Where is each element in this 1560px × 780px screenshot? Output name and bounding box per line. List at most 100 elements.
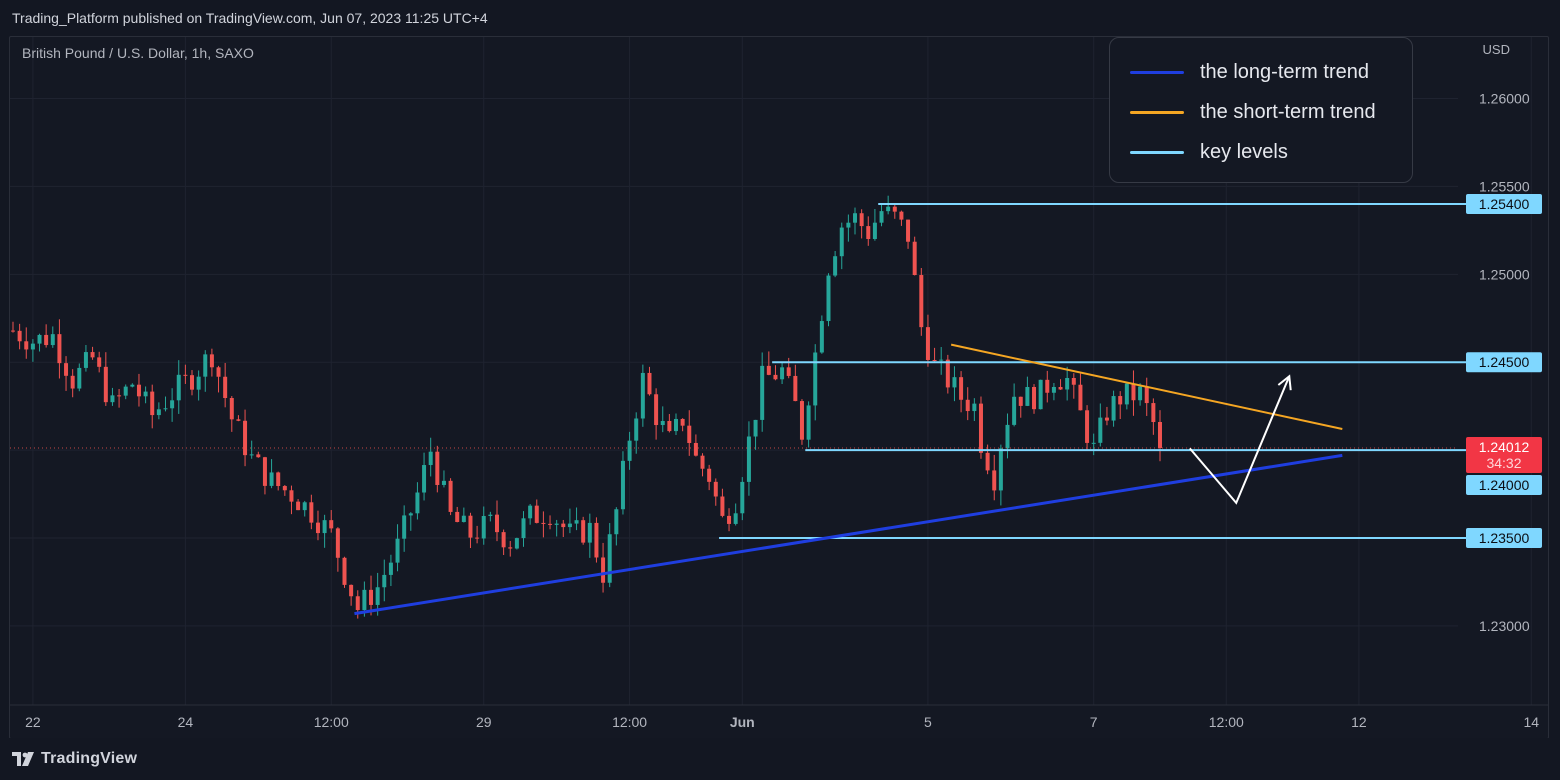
price-tick-label: 1.26000 [1479, 91, 1530, 107]
short-term-trend-line [950, 343, 1343, 430]
candle-body [846, 222, 851, 228]
candle-body [395, 538, 400, 563]
candle-body [561, 523, 566, 528]
candle-body [315, 522, 320, 534]
candle-body [349, 584, 354, 597]
current-price-value: 1.24012 [1479, 439, 1530, 455]
candle-body [468, 515, 473, 538]
time-tick-label: Jun [730, 714, 755, 730]
candle-body [521, 518, 526, 539]
candle-body [939, 359, 944, 361]
candle-body [117, 395, 122, 397]
tradingview-brand: TradingView [41, 750, 138, 767]
candle-body [733, 513, 738, 524]
time-tick-label: 7 [1090, 714, 1098, 730]
candle-body [415, 492, 420, 514]
candle-body [514, 538, 519, 549]
tradingview-logo[interactable]: TradingView [12, 750, 137, 768]
candle-body [229, 398, 234, 420]
candle-body [355, 596, 360, 611]
candle-body [1104, 417, 1109, 421]
candle-body [455, 511, 460, 522]
publish-line: Trading_Platform published on TradingVie… [12, 10, 488, 26]
candle-body [985, 452, 990, 471]
candle-body [481, 515, 486, 539]
candle-body [30, 343, 35, 350]
candle-body [282, 486, 287, 491]
candle-body [236, 419, 241, 421]
candle-body [766, 365, 771, 375]
time-tick-label: 5 [924, 714, 932, 730]
candle-body [296, 501, 301, 511]
candle-body [1098, 417, 1103, 443]
key-level-tag-label: 1.24500 [1479, 354, 1530, 370]
candle-body [780, 367, 785, 380]
candle-body [408, 513, 413, 516]
candle-body [375, 587, 380, 605]
candle-body [1091, 442, 1096, 444]
legend-label-key-levels: key levels [1200, 140, 1288, 163]
chart-frame[interactable]: 1.25400 1.24500 1.23500 1.24012 34:32 1.24000… [9, 36, 1549, 739]
legend-swatch-long-term [1130, 70, 1184, 74]
footer: TradingView [0, 738, 1560, 780]
candle-body [1124, 383, 1129, 405]
candle-body [819, 321, 824, 353]
candle-body [601, 557, 606, 583]
candle-body [90, 352, 95, 358]
tradingview-logo-icon [12, 752, 34, 766]
legend-swatch-short-term [1130, 110, 1184, 114]
candle-body [700, 455, 705, 469]
candle-body [262, 457, 267, 486]
candle-body [441, 480, 446, 485]
time-tick-label: 22 [25, 714, 41, 730]
candle-body [872, 222, 877, 240]
legend-swatch-key-levels [1130, 150, 1184, 154]
key-level-tag-label: 1.23500 [1479, 530, 1530, 546]
candle-body [581, 520, 586, 543]
candle-body [647, 372, 652, 395]
candle-body [548, 523, 553, 525]
candle-body [223, 376, 228, 399]
candle-body [448, 480, 453, 512]
candle-body [256, 454, 261, 458]
candle-body [587, 522, 592, 543]
candle-body [879, 211, 884, 223]
legend-item-short-term: the short-term trend [1110, 92, 1412, 132]
candle-body [740, 481, 745, 514]
candle-body [494, 514, 499, 533]
candle-body [886, 206, 891, 212]
candle-body [945, 359, 950, 388]
candle-body [77, 367, 82, 389]
trend-lines [354, 343, 1343, 616]
legend-item-long-term: the long-term trend [1110, 52, 1412, 92]
price-tick-label: 1.23000 [1479, 618, 1530, 634]
candle-body [932, 359, 937, 361]
candle-body [541, 522, 546, 524]
candle-body [342, 557, 347, 585]
candle-body [806, 405, 811, 440]
time-tick-label: 12 [1351, 714, 1367, 730]
candle-body [1071, 377, 1076, 385]
candle-body [488, 514, 493, 516]
candle-body [720, 496, 725, 516]
candle-body [998, 448, 1003, 491]
candle-body [289, 490, 294, 502]
candle-body [912, 241, 917, 276]
candle-body [24, 341, 29, 350]
candle-body [1151, 403, 1156, 423]
projection-arrowhead [1277, 374, 1292, 391]
candle-body [1058, 386, 1063, 390]
time-tick-label: 12:00 [1209, 714, 1244, 730]
candle-body [243, 420, 248, 456]
candle-body [103, 366, 108, 403]
candle-body [528, 505, 533, 519]
candle-body [17, 330, 22, 342]
candle-body [302, 502, 307, 511]
candle-body [978, 403, 983, 453]
candle-body [475, 537, 480, 539]
candle-body [640, 372, 645, 419]
legend-item-key-levels: key levels [1110, 132, 1412, 172]
candle-body [183, 374, 188, 376]
candle-body [760, 365, 765, 420]
